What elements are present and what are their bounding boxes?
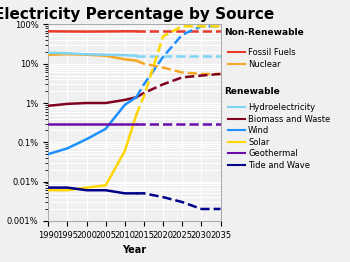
Text: Renewable: Renewable [224, 87, 280, 96]
Title: Electricity Percentage by Source: Electricity Percentage by Source [0, 7, 274, 22]
X-axis label: Year: Year [122, 245, 146, 255]
Legend: Hydroelectricity, Biomass and Waste, Wind, Solar, Geothermal, Tide and Wave: Hydroelectricity, Biomass and Waste, Win… [228, 103, 330, 170]
Text: Non-Renewable: Non-Renewable [224, 28, 304, 37]
